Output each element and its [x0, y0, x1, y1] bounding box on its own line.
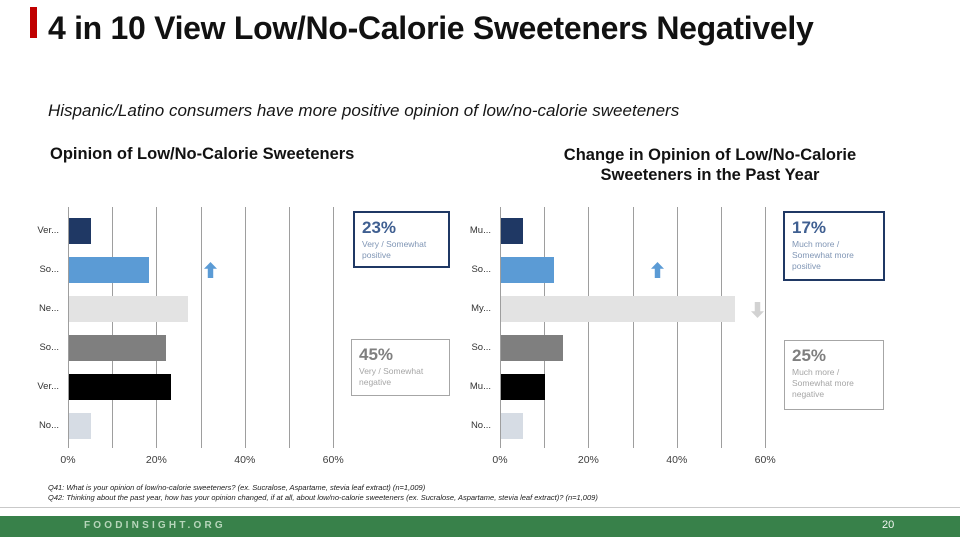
bar-segment — [69, 374, 171, 400]
callout-value: 23% — [362, 218, 397, 237]
bar-segment — [69, 257, 149, 283]
right-chart-title: Change in Opinion of Low/No-Calorie Swee… — [563, 146, 857, 184]
gridline — [333, 207, 335, 448]
bar-segment — [501, 257, 555, 283]
callout-value: 17% — [792, 218, 827, 237]
slide-subtitle: Hispanic/Latino consumers have more posi… — [48, 101, 680, 120]
x-axis-tick-label: 40% — [234, 454, 256, 466]
left-chart-category-axis: Ver... So... Ne... So... Ver... No... — [16, 207, 62, 449]
left-chart-title: Opinion of Low/No-Calorie Sweeteners — [50, 145, 355, 163]
gridline — [112, 207, 114, 448]
category-label: So... — [39, 342, 59, 353]
category-label: So... — [471, 264, 491, 275]
bar-segment — [69, 218, 92, 244]
x-axis-tick-label: 20% — [145, 454, 167, 466]
category-label: Ver... — [37, 381, 59, 392]
foodinsight-logo-text: FOODINSIGHT.ORG — [84, 520, 226, 531]
gridline — [632, 207, 634, 448]
positive-total-callout-right: 17% Much more / Somewhat more positive — [783, 211, 885, 281]
category-label: Mu... — [469, 381, 491, 392]
callout-value: 45% — [359, 345, 394, 364]
gridline — [200, 207, 202, 448]
x-axis-tick-label: 40% — [666, 454, 688, 466]
x-axis-tick-label: 20% — [577, 454, 599, 466]
down-arrow-icon — [751, 302, 764, 318]
bar-segment — [69, 413, 92, 439]
callout-label: Very / Somewhat negative — [359, 366, 424, 387]
bar-segment — [501, 335, 563, 361]
category-label: My... — [471, 303, 491, 314]
gridline — [244, 207, 246, 448]
category-label: Mu... — [469, 225, 491, 236]
gridline — [68, 207, 69, 448]
negative-total-callout-right: 25% Much more / Somewhat more negative — [784, 340, 884, 410]
gridline — [588, 207, 590, 448]
category-label: No... — [38, 420, 59, 431]
gridline — [676, 207, 678, 448]
gridline — [544, 207, 546, 448]
negative-total-callout-left: 45% Very / Somewhat negative — [351, 339, 450, 396]
bar-segment — [501, 413, 524, 439]
footnote-q42: Q42: Thinking about the past year, how h… — [48, 493, 598, 502]
x-axis-tick-label: 60% — [754, 454, 776, 466]
footer-bar: FOODINSIGHT.ORG 20 — [0, 516, 960, 537]
category-label: So... — [471, 342, 491, 353]
callout-label: Very / Somewhat positive — [362, 239, 427, 260]
bar-segment — [501, 374, 546, 400]
plot-area: 0% 20% 40% 60% — [492, 207, 812, 466]
source-footnotes: Q41: What is your opinion of low/no-calo… — [48, 483, 928, 503]
bar-segment — [501, 296, 736, 322]
x-axis-tick-label: 0% — [492, 454, 508, 466]
category-label: So... — [39, 264, 59, 275]
callout-label: Much more / Somewhat more negative — [792, 367, 854, 399]
category-label: No... — [470, 420, 491, 431]
category-label: Ver... — [37, 225, 59, 236]
gridline — [500, 207, 501, 448]
up-arrow-icon — [651, 262, 664, 278]
category-label: Ne... — [38, 303, 59, 314]
slide-title: 4 in 10 View Low/No-Calorie Sweeteners N… — [48, 10, 814, 46]
footer-divider-line — [0, 507, 960, 508]
gridline — [289, 207, 290, 448]
callout-value: 25% — [792, 346, 827, 365]
callout-label: Much more / Somewhat more positive — [792, 239, 854, 271]
page-number: 20 — [882, 519, 895, 531]
positive-total-callout-left: 23% Very / Somewhat positive — [353, 211, 450, 268]
gridline — [765, 207, 767, 448]
x-axis-tick-label: 0% — [60, 454, 76, 466]
bar-segment — [501, 218, 524, 244]
up-arrow-icon — [204, 262, 217, 278]
gridline — [721, 207, 722, 448]
plot-area: 0% 20% 40% 60% — [60, 207, 380, 466]
title-accent-bar — [30, 7, 37, 38]
bar-segment — [69, 296, 189, 322]
gridline — [156, 207, 158, 448]
right-chart-category-axis: Mu... So... My... So... Mu... No... — [448, 207, 494, 449]
footnote-q41: Q41: What is your opinion of low/no-calo… — [48, 483, 426, 492]
bar-segment — [69, 335, 167, 361]
x-axis-tick-label: 60% — [322, 454, 344, 466]
